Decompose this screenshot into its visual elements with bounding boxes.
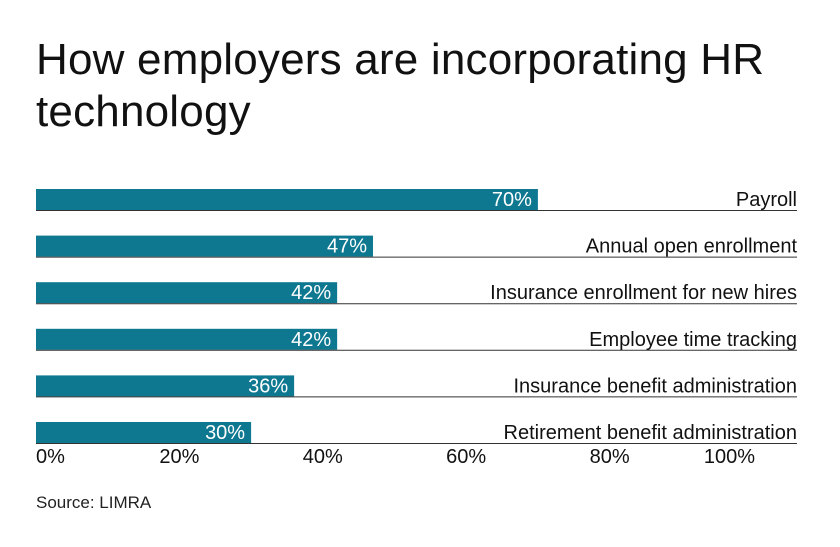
- x-tick-label: 0%: [36, 446, 65, 468]
- x-tick-label: 60%: [446, 446, 486, 468]
- bar: [36, 328, 338, 350]
- value-label: 42%: [291, 282, 331, 304]
- category-label: Annual open enrollment: [586, 236, 798, 258]
- category-label: Insurance enrollment for new hires: [490, 282, 797, 304]
- category-label: Payroll: [736, 189, 797, 211]
- value-label: 36%: [248, 375, 288, 397]
- x-tick-label: 100%: [704, 446, 755, 468]
- category-label: Employee time tracking: [589, 329, 797, 351]
- bar: [36, 235, 373, 257]
- bar: [36, 282, 338, 304]
- source-note: Source: LIMRA: [36, 493, 152, 512]
- x-axis: 0% 20% 40% 60% 80% 100%: [36, 446, 755, 468]
- chart-title: How employers are incorporating HR techn…: [36, 35, 765, 136]
- value-label: 47%: [327, 236, 367, 258]
- value-label: 42%: [291, 329, 331, 351]
- x-tick-label: 20%: [159, 446, 199, 468]
- x-tick-label: 40%: [303, 446, 343, 468]
- category-label: Retirement benefit administration: [504, 422, 797, 444]
- bar: [36, 189, 538, 210]
- bar: [36, 375, 295, 397]
- category-label: Insurance benefit administration: [514, 375, 798, 397]
- x-tick-label: 80%: [590, 446, 630, 468]
- value-label: 70%: [492, 189, 532, 211]
- bar: [36, 422, 252, 443]
- bar-rows: 70% Payroll 47% Annual open enrollment 42% In…: [36, 189, 797, 444]
- value-label: 30%: [205, 422, 245, 444]
